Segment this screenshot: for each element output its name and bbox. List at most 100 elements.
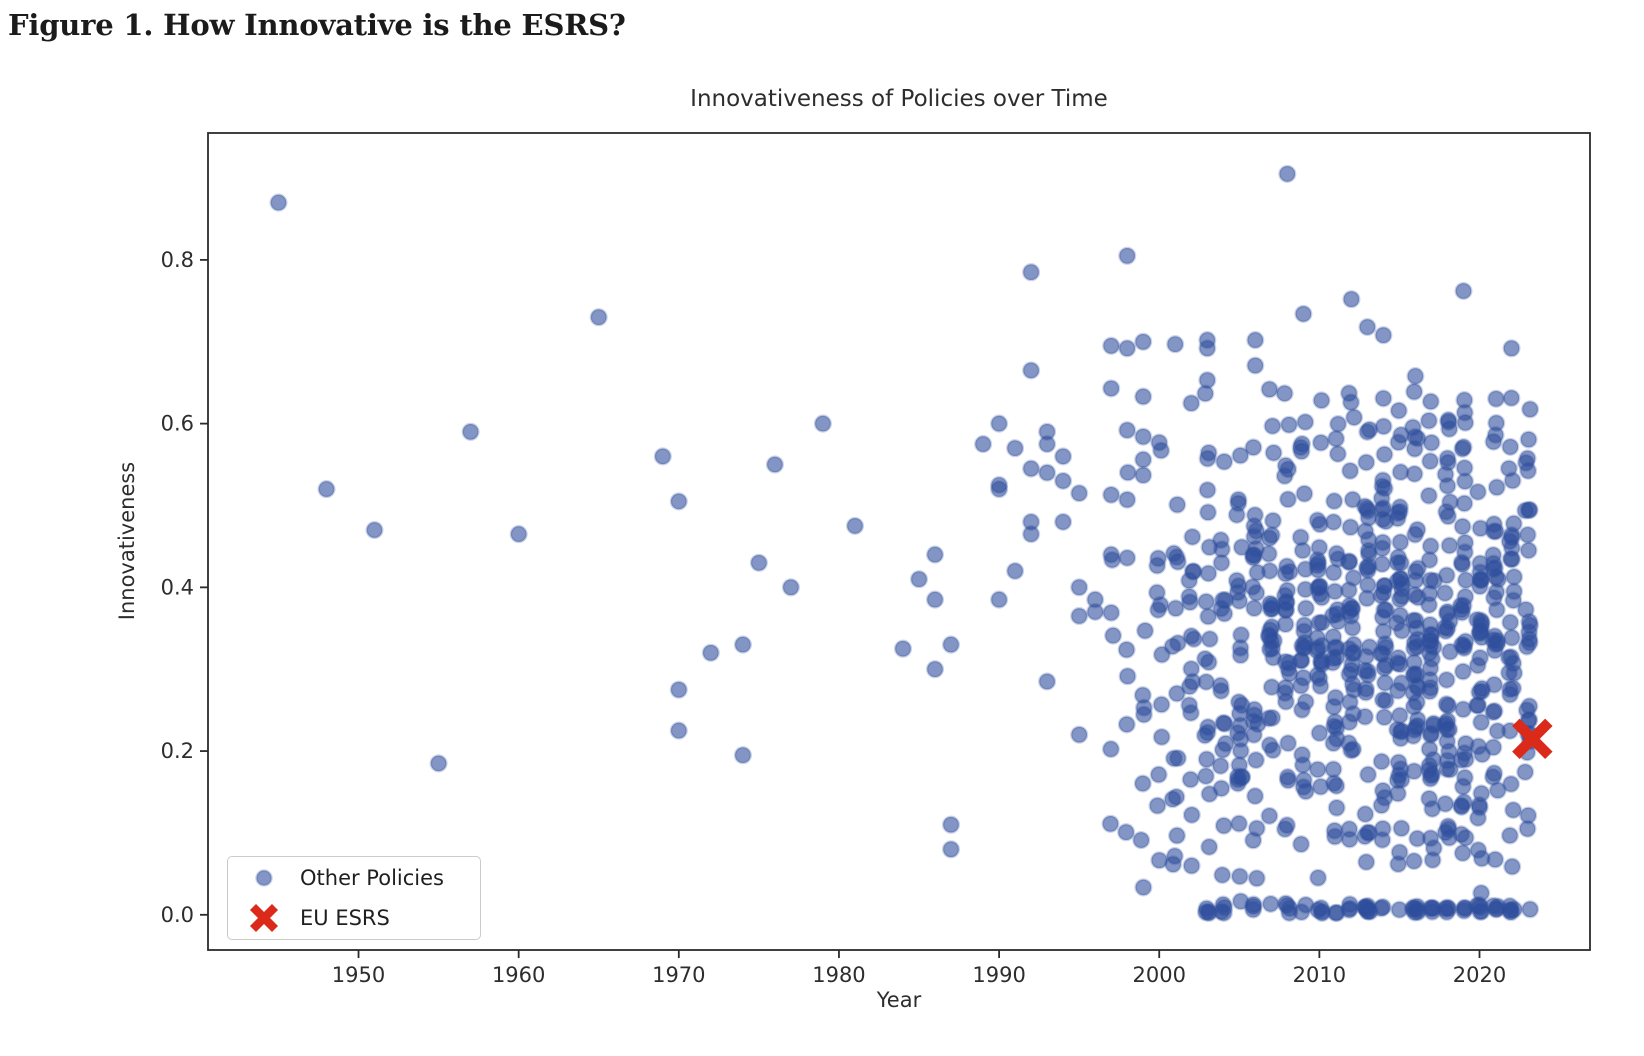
data-point (1167, 684, 1186, 703)
data-point (1296, 599, 1315, 618)
data-point (1502, 525, 1521, 545)
data-point (1038, 463, 1057, 482)
data-point (1198, 503, 1218, 522)
data-point (1230, 867, 1249, 886)
data-point (1437, 670, 1456, 689)
data-point (1343, 490, 1362, 509)
data-point (1389, 648, 1408, 667)
data-point (1324, 734, 1343, 753)
data-point (1136, 621, 1155, 640)
data-point (1421, 626, 1441, 645)
data-point (1421, 537, 1440, 556)
data-point (1279, 771, 1298, 790)
data-point (1275, 384, 1294, 403)
data-point (1310, 724, 1329, 743)
data-point (1054, 447, 1073, 466)
data-point (1521, 616, 1540, 635)
data-point (1103, 550, 1122, 569)
data-point (1440, 536, 1459, 555)
data-point (1502, 388, 1521, 408)
data-point (1260, 529, 1279, 548)
data-point (1342, 741, 1361, 760)
x-tick-label: 1960 (492, 963, 545, 987)
data-point (1470, 796, 1489, 815)
data-point (1373, 690, 1392, 709)
data-point (1134, 878, 1153, 897)
figure-caption: Figure 1. How Innovative is the ESRS? (8, 8, 626, 42)
data-point (1499, 648, 1518, 667)
data-point (1340, 639, 1359, 658)
x-tick-label: 2000 (1132, 963, 1185, 987)
data-point (589, 308, 608, 327)
data-point (1373, 608, 1392, 627)
data-point (1405, 762, 1424, 781)
data-point (1101, 740, 1120, 759)
data-point (1453, 439, 1472, 458)
data-point (1453, 844, 1472, 863)
data-point (1392, 674, 1411, 693)
data-point (1211, 756, 1230, 775)
data-point (1232, 625, 1251, 644)
data-point (1070, 606, 1089, 626)
data-point (813, 414, 832, 433)
data-point (1340, 713, 1359, 732)
data-point (1323, 606, 1342, 625)
data-point (1070, 578, 1089, 597)
data-point (1340, 665, 1359, 684)
data-point (1455, 638, 1474, 658)
data-point (1211, 531, 1230, 550)
data-point (1213, 740, 1232, 759)
data-point (1232, 767, 1251, 786)
data-point (1502, 339, 1521, 358)
data-point (1199, 564, 1218, 583)
data-point (1422, 433, 1441, 452)
data-point (1327, 429, 1346, 448)
data-point (1471, 902, 1490, 921)
data-point (1484, 432, 1503, 451)
data-point (1276, 456, 1295, 475)
data-point (1358, 575, 1377, 595)
data-point (1101, 814, 1120, 833)
data-point (941, 815, 961, 834)
data-point (1420, 789, 1439, 808)
data-point (1229, 814, 1249, 833)
data-point (1279, 415, 1299, 434)
data-point (1455, 494, 1474, 513)
data-point (1246, 356, 1265, 375)
data-point (1324, 697, 1343, 716)
data-point (1168, 495, 1187, 514)
data-point (1521, 400, 1540, 419)
data-point (1118, 667, 1137, 686)
data-point (1329, 414, 1348, 434)
data-point (1439, 411, 1458, 430)
data-point (1117, 715, 1136, 734)
data-point (1484, 588, 1504, 607)
data-point (1484, 522, 1503, 541)
data-point (1341, 461, 1360, 480)
data-point (1355, 497, 1374, 516)
data-point (1164, 855, 1183, 874)
x-tick-label: 1970 (652, 963, 705, 987)
data-point (1373, 471, 1392, 490)
data-point (1152, 695, 1171, 714)
data-point (1500, 826, 1519, 845)
data-point (1134, 387, 1153, 406)
data-point (1022, 525, 1041, 544)
data-point (990, 590, 1009, 609)
data-point (1296, 782, 1315, 801)
data-point (1148, 556, 1167, 575)
data-point (1212, 779, 1231, 798)
data-point (1516, 453, 1536, 472)
data-point (1198, 339, 1217, 358)
data-point (1456, 828, 1475, 847)
data-point (1293, 745, 1312, 764)
data-point (749, 553, 768, 572)
data-point (653, 447, 672, 466)
data-point (1405, 382, 1424, 401)
data-point (1468, 656, 1487, 675)
data-point (1501, 613, 1520, 632)
data-point (1134, 705, 1153, 724)
data-point (1501, 685, 1520, 704)
data-point (1483, 767, 1503, 787)
data-point (1054, 471, 1073, 490)
